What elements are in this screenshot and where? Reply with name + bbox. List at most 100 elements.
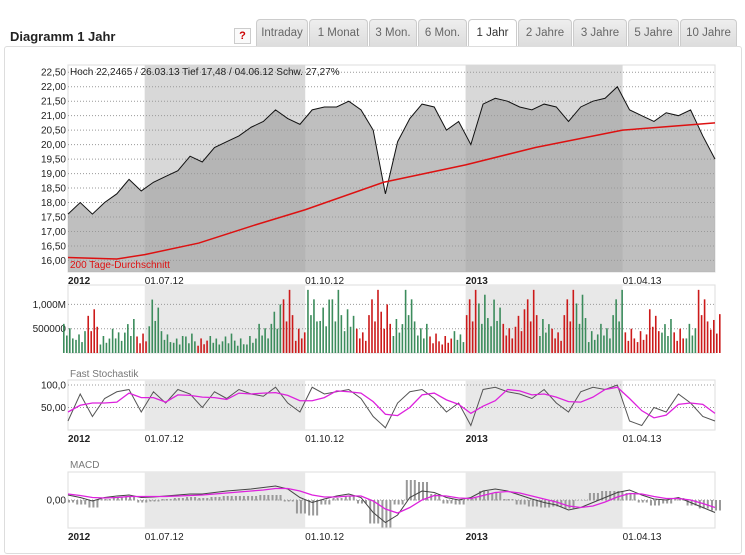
volume-bar xyxy=(606,328,608,353)
volume-bar xyxy=(239,338,242,353)
volume-bar xyxy=(703,299,706,353)
volume-bar xyxy=(273,311,276,353)
price-y-tick-label: 19,50 xyxy=(41,155,66,166)
macd-histogram-bar xyxy=(377,500,380,524)
volume-bar xyxy=(178,344,181,353)
volume-bar xyxy=(633,338,636,353)
macd-histogram-bar xyxy=(348,496,351,501)
macd-histogram-bar xyxy=(698,500,701,509)
volume-bar xyxy=(343,331,346,353)
macd-histogram-bar xyxy=(242,496,245,501)
volume-bar xyxy=(267,338,269,353)
volume-bar xyxy=(194,341,196,353)
volume-bar xyxy=(340,315,343,353)
volume-bar xyxy=(181,336,184,353)
volume-bar xyxy=(627,340,630,353)
volume-bar xyxy=(246,344,248,353)
volume-bar xyxy=(328,299,330,353)
volume-bar xyxy=(444,336,447,353)
macd-histogram-bar xyxy=(255,496,258,501)
price-y-tick-label: 17,00 xyxy=(41,227,66,238)
macd-histogram-bar xyxy=(662,500,665,504)
macd-line xyxy=(67,485,716,524)
volume-bar xyxy=(557,332,559,353)
macd-histogram-bar xyxy=(316,500,319,516)
macd-histogram-bar xyxy=(633,493,636,501)
macd-signal-line xyxy=(67,487,716,514)
volume-bar xyxy=(163,339,166,353)
price-x-tick-label: 2013 xyxy=(466,276,489,287)
stochastic-x-tick-label: 01.07.12 xyxy=(145,434,184,445)
price-y-tick-label: 16,50 xyxy=(41,241,66,252)
volume-bar xyxy=(648,309,651,353)
macd-histogram-bar xyxy=(247,496,250,501)
volume-bar xyxy=(346,309,349,353)
macd-histogram-bar xyxy=(100,499,103,501)
volume-bar xyxy=(404,289,407,353)
macd-histogram-bar xyxy=(649,500,652,506)
macd-histogram-bar xyxy=(588,493,591,501)
volume-bar xyxy=(191,333,193,353)
macd-histogram-bar xyxy=(637,500,640,503)
macd-histogram-bar xyxy=(629,493,632,501)
tab-3-mon-[interactable]: 3 Mon. xyxy=(369,19,417,46)
volume-bar xyxy=(169,342,172,353)
volume-bar xyxy=(151,299,154,353)
volume-bar xyxy=(691,335,694,353)
volume-bar xyxy=(636,342,639,353)
volume-bar xyxy=(502,323,505,353)
volume-bar xyxy=(410,299,413,353)
volume-bar xyxy=(102,336,105,353)
macd-histogram-bar xyxy=(129,497,132,501)
volume-bar xyxy=(111,328,114,353)
price-y-tick-label: 19,00 xyxy=(41,169,66,180)
volume-bar xyxy=(303,332,306,353)
help-button[interactable]: ? xyxy=(234,28,251,44)
volume-bar xyxy=(374,321,376,353)
volume-bar xyxy=(496,320,498,353)
macd-histogram-bar xyxy=(157,500,160,502)
macd-histogram-bar xyxy=(523,500,526,505)
tab-10-jahre[interactable]: 10 Jahre xyxy=(680,19,737,46)
volume-bar xyxy=(130,336,132,353)
tab-1-monat[interactable]: 1 Monat xyxy=(309,19,368,46)
volume-bar xyxy=(447,342,450,353)
price-y-tick-label: 21,50 xyxy=(41,97,66,108)
volume-bar xyxy=(542,319,544,353)
macd-histogram-bar xyxy=(72,500,74,503)
volume-bar xyxy=(572,289,575,353)
volume-bar xyxy=(612,315,614,353)
macd-histogram-bar xyxy=(450,500,453,504)
volume-bar xyxy=(185,336,187,353)
macd-histogram-bar xyxy=(356,500,359,504)
macd-histogram-bar xyxy=(226,496,229,501)
volume-bar xyxy=(587,342,590,353)
macd-histogram-bar xyxy=(194,497,197,501)
macd-x-tick-label: 01.07.12 xyxy=(145,532,184,543)
tab-5-jahre[interactable]: 5 Jahre xyxy=(628,19,679,46)
macd-histogram-bar xyxy=(511,499,514,501)
volume-bar xyxy=(203,344,205,353)
tab-2-jahre[interactable]: 2 Jahre xyxy=(518,19,572,46)
tab-intraday[interactable]: Intraday xyxy=(256,19,308,46)
tab-3-jahre[interactable]: 3 Jahre xyxy=(573,19,627,46)
volume-bar xyxy=(535,315,538,353)
volume-bar xyxy=(478,303,480,353)
volume-bar xyxy=(389,323,391,353)
price-y-tick-label: 22,00 xyxy=(41,82,66,93)
volume-bar xyxy=(657,331,660,353)
volume-bar xyxy=(291,315,294,353)
macd-histogram-bar xyxy=(68,500,70,503)
volume-bar xyxy=(66,335,68,353)
price-y-tick-label: 20,50 xyxy=(41,126,66,137)
macd-histogram-bar xyxy=(186,497,189,501)
macd-histogram-bar xyxy=(442,500,445,504)
macd-histogram-bar xyxy=(592,493,595,501)
volume-bar xyxy=(398,332,401,353)
tab-1-jahr[interactable]: 1 Jahr xyxy=(468,19,517,48)
tab-6-mon-[interactable]: 6 Mon. xyxy=(418,19,467,46)
stochastic-x-tick-label: 01.04.13 xyxy=(623,434,662,445)
volume-bar xyxy=(706,321,709,353)
macd-histogram-bar xyxy=(263,495,266,501)
volume-bar xyxy=(661,332,663,353)
